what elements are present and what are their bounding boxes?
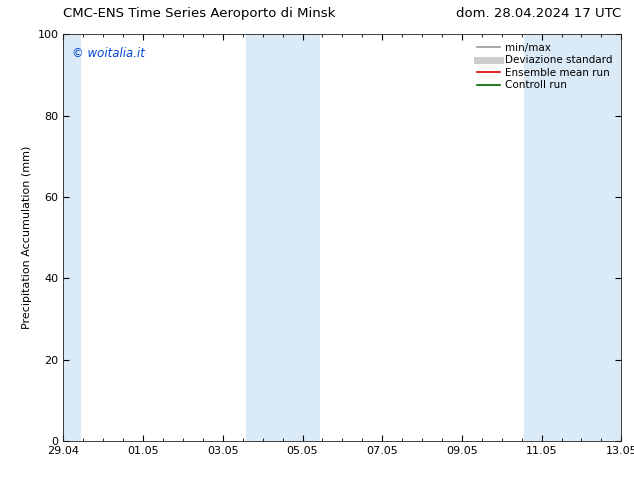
Bar <box>524 34 621 441</box>
Legend: min/max, Deviazione standard, Ensemble mean run, Controll run: min/max, Deviazione standard, Ensemble m… <box>474 40 616 94</box>
Text: © woitalia.it: © woitalia.it <box>72 47 145 59</box>
Bar <box>245 34 320 441</box>
Y-axis label: Precipitation Accumulation (mm): Precipitation Accumulation (mm) <box>22 146 32 329</box>
Bar <box>63 34 81 441</box>
Text: CMC-ENS Time Series Aeroporto di Minsk: CMC-ENS Time Series Aeroporto di Minsk <box>63 6 336 20</box>
Text: dom. 28.04.2024 17 UTC: dom. 28.04.2024 17 UTC <box>456 6 621 20</box>
